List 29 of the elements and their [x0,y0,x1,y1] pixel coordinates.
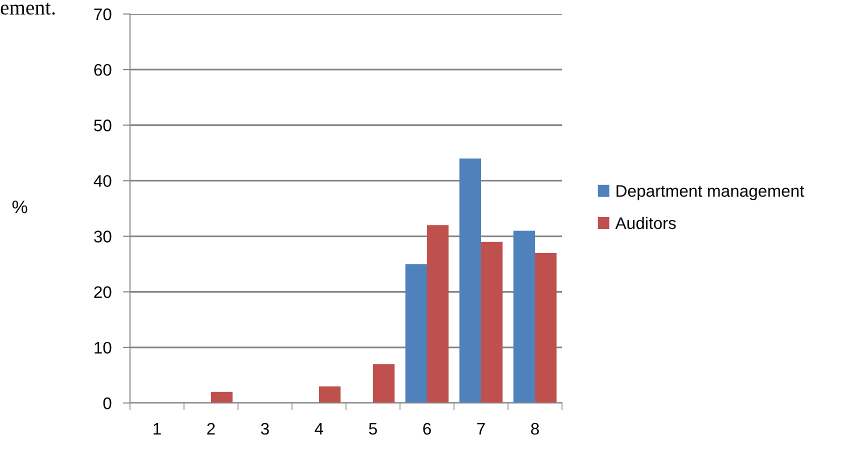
y-tick-label: 60 [94,64,112,76]
legend-label: Auditors [615,216,676,230]
x-tick-label: 6 [423,422,431,435]
bar [405,264,427,403]
x-tick-label: 7 [477,423,485,435]
x-tick-label: 2 [207,422,215,435]
y-tick-label: 70 [94,8,112,20]
bar [481,242,503,403]
bar [459,158,481,403]
y-axis-title: % [12,200,28,214]
legend-label: Department management [616,185,804,200]
y-tick-label: 20 [94,286,112,298]
bar [427,225,449,403]
bar [319,386,341,403]
x-tick-label: 4 [314,423,324,435]
y-tick-label: 0 [103,397,112,410]
x-tick-label: 1 [154,423,161,435]
bar [211,392,233,403]
bar [513,230,535,403]
x-tick-label: 5 [369,423,377,435]
bar [535,252,557,403]
y-tick-label: 10 [94,342,112,354]
x-tick-label: 3 [261,422,269,435]
x-tick-label: 8 [531,422,539,435]
text: ement. [0,2,55,15]
y-tick-label: 30 [94,230,112,242]
y-tick-label: 40 [94,175,112,187]
y-tick-label: 50 [94,120,112,132]
bar [373,364,395,403]
